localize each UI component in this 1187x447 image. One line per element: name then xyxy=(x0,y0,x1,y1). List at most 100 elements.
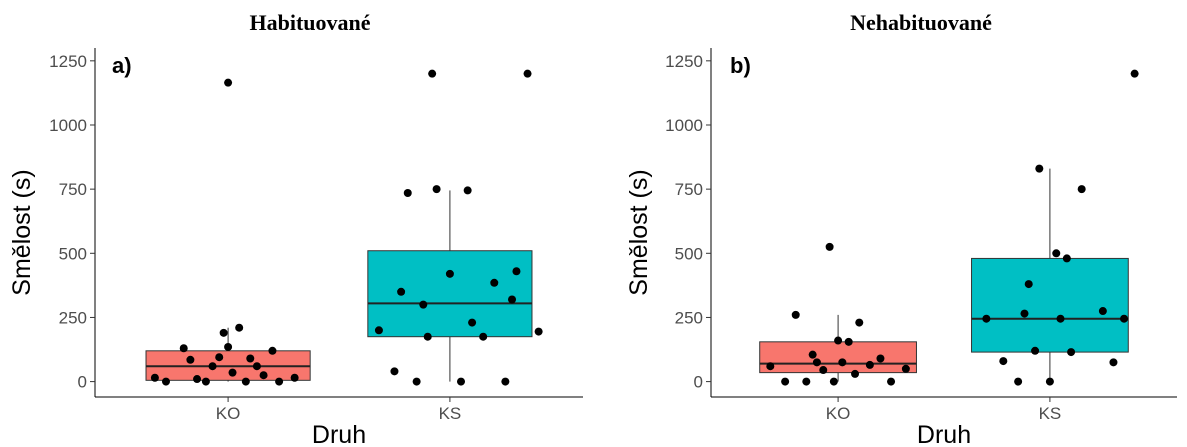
y-tick-label: 750 xyxy=(59,180,87,199)
data-point xyxy=(1031,346,1040,355)
data-point xyxy=(834,336,843,345)
data-point xyxy=(838,358,847,367)
data-point xyxy=(901,364,910,373)
data-point xyxy=(390,367,399,376)
data-point xyxy=(1077,185,1086,194)
x-tick-label: KS xyxy=(1039,404,1062,423)
data-point xyxy=(1067,348,1076,357)
data-point xyxy=(290,373,299,382)
data-point xyxy=(150,373,159,382)
box-KS xyxy=(971,257,1129,353)
data-point xyxy=(224,342,233,351)
data-point xyxy=(259,371,268,380)
x-axis-title: Druh xyxy=(917,421,971,447)
y-tick-label: 0 xyxy=(694,373,703,392)
data-point xyxy=(812,358,821,367)
data-point xyxy=(246,354,255,363)
panel-label: a) xyxy=(112,53,132,78)
y-tick-label: 500 xyxy=(59,244,87,263)
data-point xyxy=(1120,314,1129,323)
data-point xyxy=(479,332,488,341)
data-point xyxy=(463,186,472,195)
y-tick-label: 1250 xyxy=(665,52,703,71)
data-point xyxy=(982,314,991,323)
data-point xyxy=(432,185,441,194)
data-point xyxy=(224,78,233,87)
panel-label: b) xyxy=(730,53,751,78)
data-point xyxy=(1062,254,1071,263)
box-KS xyxy=(367,250,533,338)
data-point xyxy=(523,69,532,78)
data-point xyxy=(829,377,838,386)
data-point xyxy=(445,269,454,278)
data-point xyxy=(887,377,896,386)
data-point xyxy=(802,377,811,386)
data-point xyxy=(851,369,860,378)
data-point xyxy=(241,377,250,386)
data-point xyxy=(825,242,834,251)
data-point xyxy=(766,362,775,371)
data-point xyxy=(865,360,874,369)
data-point xyxy=(268,346,277,355)
data-point xyxy=(1024,280,1033,289)
y-tick-label: 250 xyxy=(59,308,87,327)
x-tick-label: KS xyxy=(439,404,462,423)
data-point xyxy=(201,377,210,386)
panel-b: Nehabituované b) 0 250 500 750 1000 1250 KO KS Dru… xyxy=(625,10,1177,447)
y-tick-label: 500 xyxy=(675,244,703,263)
data-point xyxy=(468,318,477,327)
y-tick-label: 250 xyxy=(675,308,703,327)
data-point xyxy=(1109,358,1118,367)
data-point xyxy=(791,310,800,319)
data-point xyxy=(275,377,284,386)
data-point xyxy=(252,362,261,371)
data-point xyxy=(219,328,228,337)
chart-title: Nehabituované xyxy=(850,10,992,35)
y-tick-label: 0 xyxy=(78,373,87,392)
data-point xyxy=(808,350,817,359)
data-point xyxy=(508,295,517,304)
y-tick-label: 1250 xyxy=(49,52,87,71)
data-point xyxy=(1020,309,1029,318)
data-point xyxy=(534,327,543,336)
data-point xyxy=(374,326,383,335)
data-point xyxy=(179,344,188,353)
data-point xyxy=(999,357,1008,366)
data-point xyxy=(1130,69,1139,78)
data-point xyxy=(1035,164,1044,173)
data-point xyxy=(844,337,853,346)
data-point xyxy=(781,377,790,386)
data-point xyxy=(428,69,437,78)
data-point xyxy=(1045,377,1054,386)
panel-a: Habituované a) 0 250 500 750 1000 1250 KO KS Druh S… xyxy=(8,10,583,447)
y-tick-label: 750 xyxy=(675,180,703,199)
y-axis-title: Smělost (s) xyxy=(8,169,36,295)
data-point xyxy=(208,362,217,371)
data-point xyxy=(1056,314,1065,323)
data-point xyxy=(193,375,202,384)
data-point xyxy=(215,353,224,362)
data-point xyxy=(228,368,237,377)
data-point xyxy=(1098,307,1107,316)
data-point xyxy=(403,188,412,197)
chart-title: Habituované xyxy=(249,10,370,35)
x-axis-title: Druh xyxy=(312,421,366,447)
data-point xyxy=(457,377,465,386)
x-tick-label: KO xyxy=(826,404,851,423)
data-point xyxy=(490,278,499,287)
data-point xyxy=(1014,377,1023,386)
data-point xyxy=(419,300,428,309)
data-point xyxy=(186,355,195,364)
data-point xyxy=(235,323,244,332)
y-axis-title: Smělost (s) xyxy=(625,169,653,295)
data-point xyxy=(855,318,864,327)
data-point xyxy=(512,267,521,276)
data-point xyxy=(161,377,170,386)
data-point xyxy=(1052,249,1061,258)
data-point xyxy=(397,287,406,296)
box-KO xyxy=(759,341,917,374)
y-tick-label: 1000 xyxy=(665,116,703,135)
data-point xyxy=(876,354,885,363)
data-point xyxy=(501,377,510,386)
